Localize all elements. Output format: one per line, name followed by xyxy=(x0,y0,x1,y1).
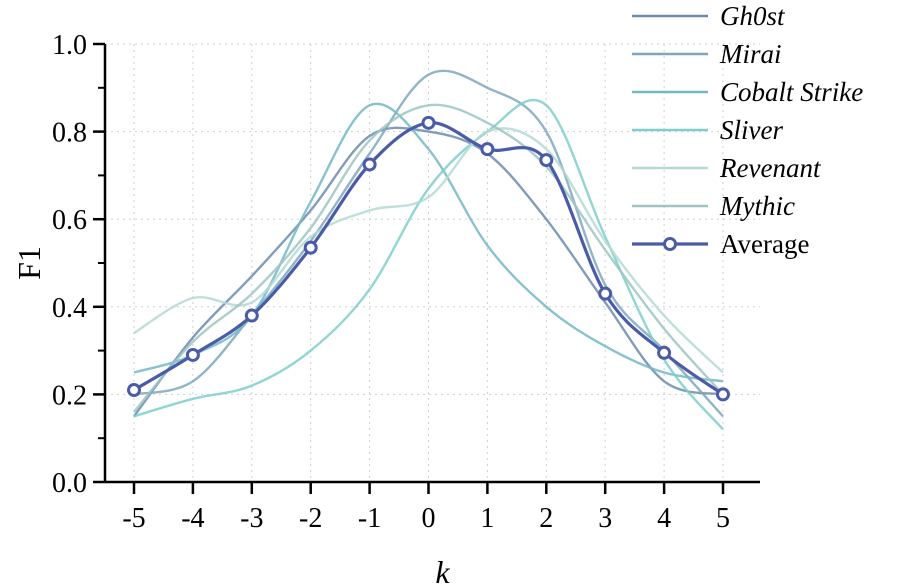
legend-label-gh0st: Gh0st xyxy=(720,1,786,31)
data-point-average xyxy=(480,142,495,157)
legend-label-revenant: Revenant xyxy=(719,153,822,183)
legend-label-sliver: Sliver xyxy=(720,115,783,145)
y-tick-label: 0.4 xyxy=(52,293,87,324)
x-tick-label: 3 xyxy=(598,503,612,534)
legend-label-cobalt-strike: Cobalt Strike xyxy=(720,77,863,107)
series-line-gh0st xyxy=(133,126,724,418)
x-tick-label: 2 xyxy=(539,503,553,534)
x-tick-label: -4 xyxy=(181,503,204,534)
x-axis-title: k xyxy=(435,554,450,588)
y-tick-label: 0.8 xyxy=(52,118,87,149)
data-point-average xyxy=(421,115,436,130)
x-tick-label: -3 xyxy=(240,503,263,534)
axes xyxy=(103,44,760,484)
y-tick-label: 0.2 xyxy=(52,380,87,411)
legend-marker-average xyxy=(663,237,677,251)
data-point-average xyxy=(303,240,318,255)
legend-label-average: Average xyxy=(720,229,809,259)
data-point-average xyxy=(539,153,554,168)
data-point-average xyxy=(716,387,730,402)
x-tick-label: 5 xyxy=(716,503,730,534)
series-line-mythic xyxy=(133,103,724,413)
y-tick-label: 1.0 xyxy=(52,30,87,61)
series-layer xyxy=(127,69,730,431)
ticks: -5 -4 -3 -2 -1 0 1 2 3 4 5 0.0 0.2 0.4 0.6 0.8 1.0 xyxy=(52,30,730,534)
y-tick-label: 0.6 xyxy=(52,205,87,236)
y-axis-title: F1 xyxy=(11,246,47,280)
x-tick-label: -2 xyxy=(299,503,322,534)
legend: Gh0st Mirai Cobalt Strike Sliver Revenant Myt… xyxy=(632,1,863,259)
legend-label-mirai: Mirai xyxy=(719,39,782,69)
x-tick-label: -5 xyxy=(122,503,145,534)
data-point-average xyxy=(657,345,672,360)
series-line-revenant xyxy=(133,127,724,374)
data-point-average xyxy=(362,157,377,172)
x-tick-label: 0 xyxy=(422,503,436,534)
x-tick-label: 4 xyxy=(657,503,671,534)
y-tick-label: 0.0 xyxy=(52,468,87,499)
series-line-sliver xyxy=(133,98,724,431)
x-tick-label: 1 xyxy=(480,503,494,534)
x-tick-label: -1 xyxy=(358,503,381,534)
data-point-average xyxy=(185,347,200,362)
legend-label-mythic: Mythic xyxy=(719,191,795,221)
data-point-average xyxy=(127,383,141,398)
data-point-average xyxy=(598,286,613,301)
data-point-average xyxy=(244,308,259,323)
grid xyxy=(105,43,760,482)
